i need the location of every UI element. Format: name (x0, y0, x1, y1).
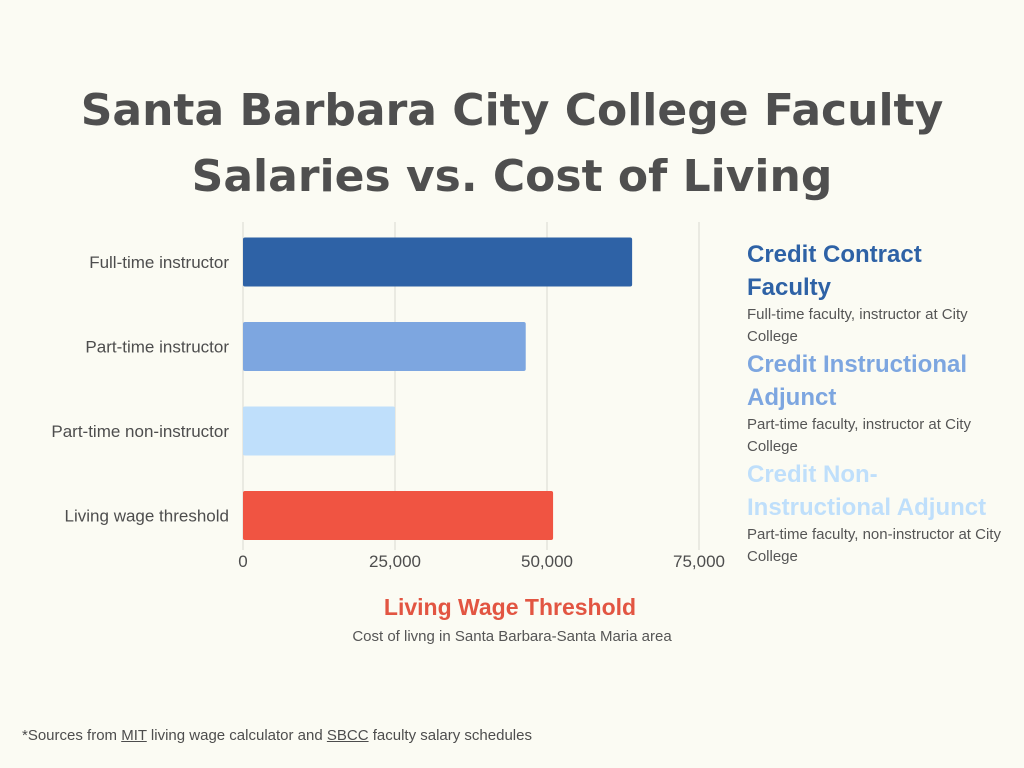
legend-desc-instructional-adjunct: Part-time faculty, instructor at City Co… (747, 416, 971, 455)
bar-3 (243, 491, 554, 540)
sources-middle: living wage calculator and (146, 727, 327, 744)
sources-note: *Sources from MIT living wage calculator… (22, 727, 532, 744)
category-label-3: Living wage threshold (65, 507, 229, 526)
category-label-0: Full-time instructor (89, 253, 229, 272)
sources-prefix: *Sources from (22, 727, 122, 744)
bar-chart: Full-time instructor Part-time instructor… (51, 222, 725, 571)
x-tick-label-1: 25,000 (369, 552, 421, 571)
bar-1 (243, 322, 526, 371)
legend-desc-contract: Full-time faculty, instructor at City Co… (747, 306, 968, 345)
legend-entry-instructional-adjunct: Credit Instructional Adjunct Part-time f… (747, 348, 1012, 458)
chart-title: Santa Barbara City College Faculty Salar… (0, 78, 1024, 210)
living-wage-description: Cost of livng in Santa Barbara-Santa Mar… (352, 628, 672, 645)
category-label-2: Part-time non-instructor (51, 422, 229, 441)
legend-title-contract: Credit Contract Faculty (747, 241, 922, 301)
legend-entry-non-instructional-adjunct: Credit Non-Instructional Adjunct Part-ti… (747, 458, 1012, 568)
legend-desc-non-instructional-adjunct: Part-time faculty, non-instructor at Cit… (747, 526, 1001, 565)
x-tick-label-2: 50,000 (521, 552, 573, 571)
sources-suffix: faculty salary schedules (368, 727, 532, 744)
legend-title-non-instructional-adjunct: Credit Non-Instructional Adjunct (747, 461, 987, 521)
chart-title-line-2: Salaries vs. Cost of Living (191, 151, 833, 202)
legend-entry-contract: Credit Contract Faculty Full-time facult… (747, 238, 1012, 348)
x-tick-label-3: 75,000 (673, 552, 725, 571)
bar-0 (243, 237, 633, 287)
living-wage-title: Living Wage Threshold (383, 594, 637, 620)
x-tick-label-0: 0 (238, 552, 247, 571)
sbcc-link[interactable]: SBCC (326, 727, 369, 744)
legend: Credit Contract Faculty Full-time facult… (747, 238, 1012, 568)
legend-title-instructional-adjunct: Credit Instructional Adjunct (747, 351, 968, 411)
bar-2 (243, 406, 395, 456)
mit-link[interactable]: MIT (121, 727, 147, 744)
chart-title-line-1: Santa Barbara City College Faculty (80, 85, 944, 136)
category-label-1: Part-time instructor (85, 338, 229, 357)
